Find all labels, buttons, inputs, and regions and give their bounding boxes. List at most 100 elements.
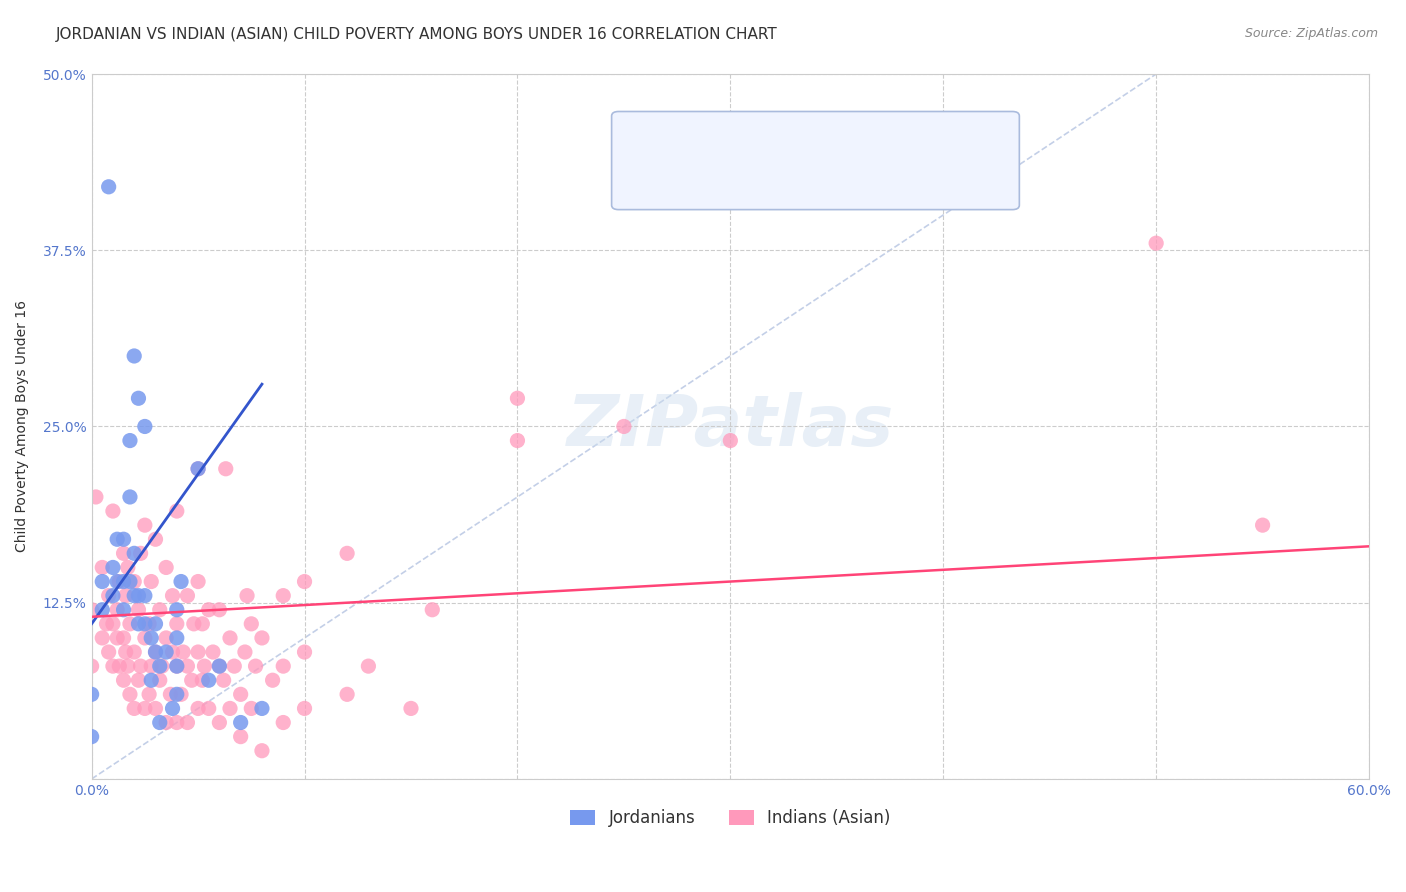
- Point: [294, 574, 316, 589]
- Point: [134, 589, 156, 603]
- Point: [145, 616, 167, 631]
- Point: [112, 603, 135, 617]
- Point: [108, 659, 131, 673]
- Point: [1144, 236, 1167, 251]
- Point: [118, 687, 141, 701]
- Y-axis label: Child Poverty Among Boys Under 16: Child Poverty Among Boys Under 16: [15, 301, 30, 552]
- Point: [101, 504, 124, 518]
- Legend: Jordanians, Indians (Asian): Jordanians, Indians (Asian): [564, 803, 897, 834]
- Point: [166, 616, 188, 631]
- Point: [613, 419, 636, 434]
- Point: [112, 673, 135, 688]
- Point: [166, 631, 188, 645]
- Point: [208, 603, 231, 617]
- Point: [336, 546, 359, 560]
- Point: [141, 574, 163, 589]
- Point: [118, 490, 141, 504]
- Point: [122, 701, 145, 715]
- Text: Source: ZipAtlas.com: Source: ZipAtlas.com: [1244, 27, 1378, 40]
- Point: [212, 673, 235, 688]
- Point: [80, 730, 103, 744]
- Point: [105, 603, 128, 617]
- Point: [240, 616, 263, 631]
- Point: [250, 744, 273, 758]
- Point: [718, 434, 741, 448]
- Point: [127, 616, 149, 631]
- Point: [134, 616, 156, 631]
- Point: [187, 645, 209, 659]
- Point: [506, 434, 529, 448]
- Point: [172, 645, 194, 659]
- Point: [233, 645, 256, 659]
- Point: [506, 391, 529, 405]
- Point: [105, 631, 128, 645]
- Point: [145, 701, 167, 715]
- Point: [229, 715, 252, 730]
- Point: [176, 715, 198, 730]
- Point: [162, 645, 184, 659]
- Point: [180, 673, 202, 688]
- Point: [240, 701, 263, 715]
- Point: [294, 701, 316, 715]
- Text: ZIPatlas: ZIPatlas: [567, 392, 894, 461]
- Point: [155, 631, 177, 645]
- Point: [155, 715, 177, 730]
- Point: [187, 462, 209, 476]
- Point: [97, 589, 120, 603]
- Point: [112, 574, 135, 589]
- Point: [187, 462, 209, 476]
- Point: [208, 659, 231, 673]
- Point: [166, 715, 188, 730]
- Point: [245, 659, 267, 673]
- Point: [155, 645, 177, 659]
- Point: [197, 673, 219, 688]
- Point: [149, 715, 172, 730]
- Point: [91, 631, 114, 645]
- Point: [145, 533, 167, 547]
- Point: [117, 560, 139, 574]
- Point: [112, 631, 135, 645]
- Point: [129, 546, 152, 560]
- Point: [138, 616, 160, 631]
- Point: [197, 603, 219, 617]
- Point: [149, 673, 172, 688]
- Point: [118, 574, 141, 589]
- Point: [191, 673, 214, 688]
- Point: [166, 504, 188, 518]
- Point: [105, 533, 128, 547]
- Point: [294, 645, 316, 659]
- Point: [114, 645, 136, 659]
- Point: [229, 730, 252, 744]
- Point: [262, 673, 284, 688]
- Point: [138, 687, 160, 701]
- Point: [112, 533, 135, 547]
- Point: [101, 616, 124, 631]
- Point: [141, 659, 163, 673]
- Point: [336, 687, 359, 701]
- Point: [208, 715, 231, 730]
- Point: [141, 673, 163, 688]
- Point: [219, 631, 242, 645]
- Point: [176, 589, 198, 603]
- Point: [250, 701, 273, 715]
- Point: [129, 659, 152, 673]
- Point: [105, 574, 128, 589]
- Point: [80, 687, 103, 701]
- Point: [236, 589, 259, 603]
- Point: [118, 616, 141, 631]
- Point: [166, 603, 188, 617]
- Point: [97, 645, 120, 659]
- Point: [134, 518, 156, 533]
- Point: [84, 490, 107, 504]
- Point: [122, 349, 145, 363]
- Point: [357, 659, 380, 673]
- Point: [114, 589, 136, 603]
- Point: [162, 589, 184, 603]
- Point: [141, 631, 163, 645]
- Point: [271, 589, 294, 603]
- Point: [201, 645, 224, 659]
- Point: [149, 659, 172, 673]
- Point: [1251, 518, 1274, 533]
- Point: [118, 434, 141, 448]
- Point: [399, 701, 422, 715]
